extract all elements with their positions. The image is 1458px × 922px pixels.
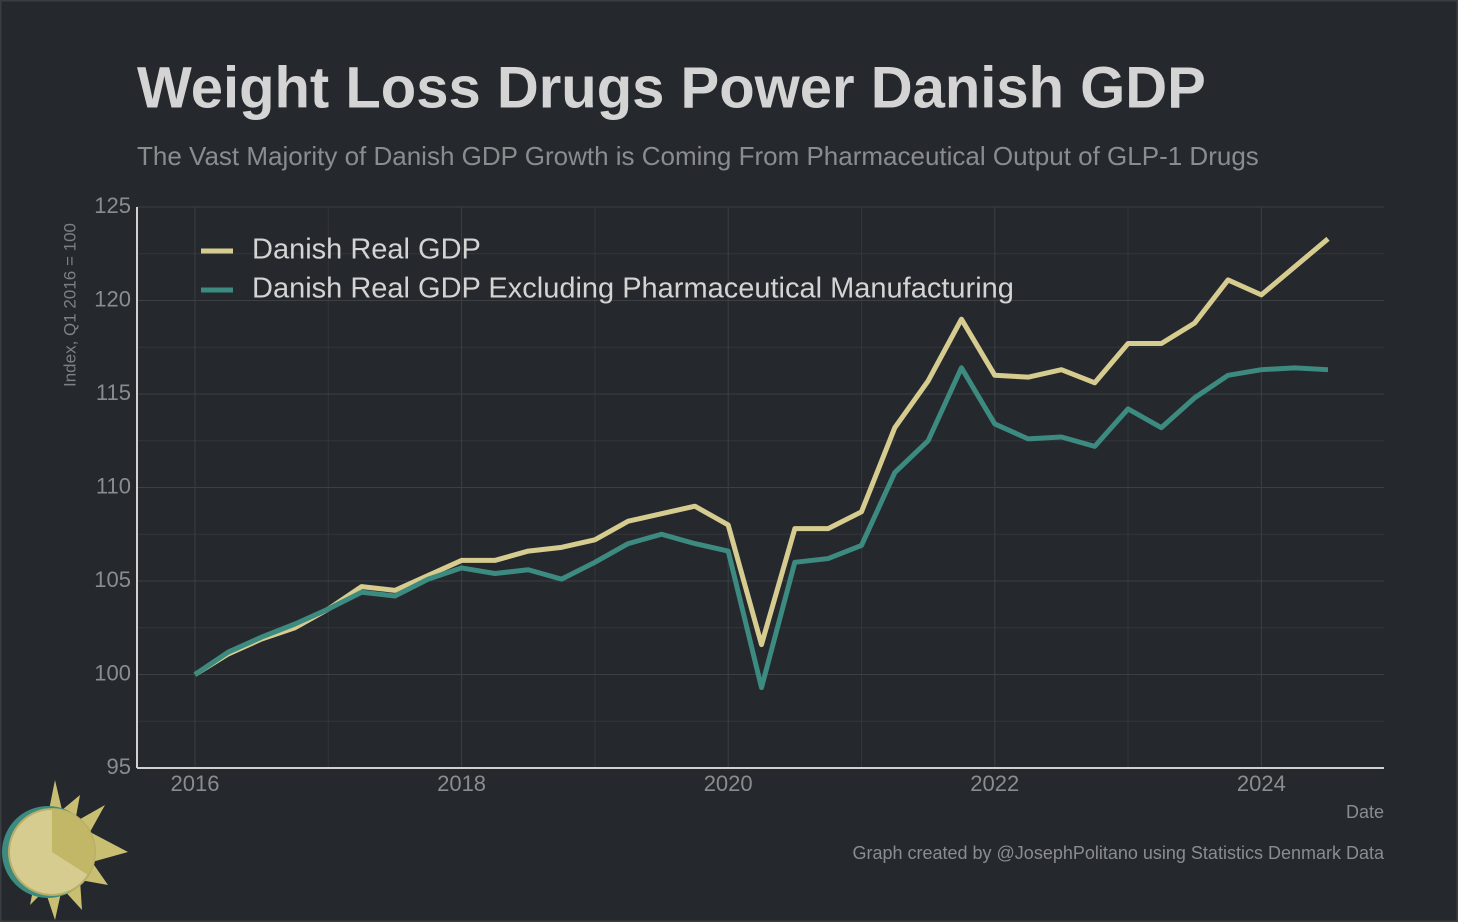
x-tick-label: 2018 — [437, 771, 486, 796]
x-tick-label: 2022 — [970, 771, 1019, 796]
legend-label: Danish Real GDP Excluding Pharmaceutical… — [252, 273, 1014, 305]
chart-subtitle: The Vast Majority of Danish GDP Growth i… — [137, 141, 1259, 171]
y-tick-label: 105 — [94, 567, 131, 592]
series-line — [193, 365, 1329, 691]
y-axis-label: Index, Q1 2016 = 100 — [60, 223, 79, 387]
legend-label: Danish Real GDP — [252, 234, 481, 266]
x-tick-label: 2016 — [171, 771, 220, 796]
x-tick-label: 2024 — [1237, 771, 1286, 796]
y-tick-label: 100 — [94, 660, 131, 685]
x-axis-label: Date — [1346, 802, 1384, 822]
credit-note: Graph created by @JosephPolitano using S… — [852, 843, 1385, 863]
y-tick-label: 110 — [96, 473, 131, 498]
y-tick-label: 115 — [96, 380, 131, 405]
chart-title: Weight Loss Drugs Power Danish GDP — [137, 55, 1206, 120]
y-tick-label: 95 — [107, 754, 131, 779]
logo — [2, 780, 128, 920]
x-tick-label: 2020 — [704, 771, 753, 796]
y-tick-label: 120 — [94, 286, 131, 311]
series-line — [193, 236, 1330, 677]
y-tick-label: 125 — [94, 193, 131, 218]
